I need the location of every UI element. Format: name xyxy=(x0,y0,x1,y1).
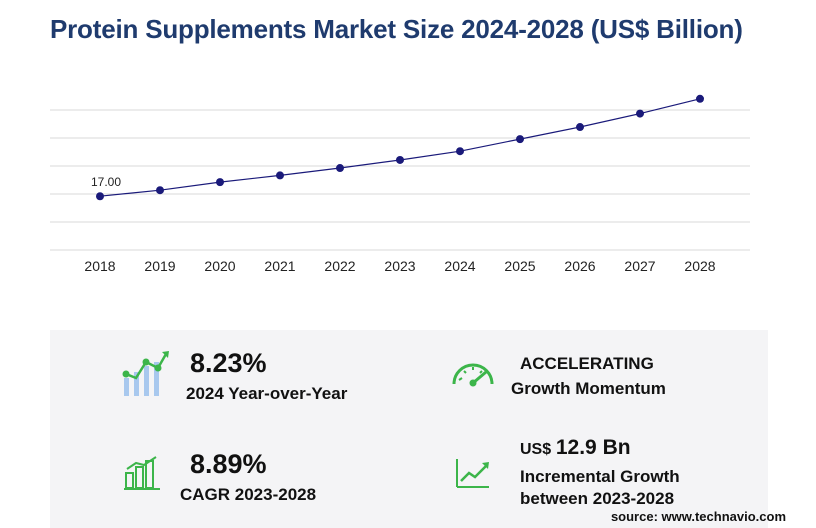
data-point xyxy=(156,186,164,195)
data-point xyxy=(96,192,104,201)
trend-up-icon xyxy=(456,459,489,488)
x-tick-label: 2020 xyxy=(204,258,235,274)
cagr-value: 8.89% xyxy=(190,449,267,479)
x-tick-label: 2026 xyxy=(564,258,595,274)
x-tick-label: 2022 xyxy=(324,258,355,274)
chart-title: Protein Supplements Market Size 2024-202… xyxy=(50,14,743,44)
x-axis-ticks: 2018 2019 2020 2021 2022 2023 2024 2025 2026 2027… xyxy=(84,258,715,274)
x-tick-label: 2027 xyxy=(624,258,655,274)
x-tick-label: 2025 xyxy=(504,258,535,274)
incremental-amount: 12.9 Bn xyxy=(555,436,631,459)
line-chart: 2018 2019 2020 2021 2022 2023 2024 2025 2026 2027… xyxy=(50,94,750,274)
data-points xyxy=(96,94,704,201)
data-point xyxy=(336,164,344,173)
incremental-value: US$ 12.9 Bn xyxy=(520,436,631,460)
data-point xyxy=(576,123,584,132)
series-line xyxy=(99,98,701,197)
data-point xyxy=(396,155,404,164)
momentum-label: Growth Momentum xyxy=(511,379,666,398)
data-labels: 17.00 xyxy=(91,175,121,189)
data-label: 17.00 xyxy=(91,175,121,189)
x-tick-label: 2021 xyxy=(264,258,295,274)
incremental-label-line1: Incremental Growth xyxy=(520,467,680,486)
momentum-status: ACCELERATING xyxy=(520,354,654,373)
growth-bars-icon xyxy=(122,351,169,396)
metrics-panel xyxy=(50,330,768,528)
yoy-label: 2024 Year-over-Year xyxy=(186,384,348,403)
x-tick-label: 2023 xyxy=(384,258,415,274)
data-point xyxy=(276,171,284,180)
cagr-label: CAGR 2023-2028 xyxy=(180,485,317,504)
x-tick-label: 2018 xyxy=(84,258,115,274)
x-tick-label: 2019 xyxy=(144,258,175,274)
x-tick-label: 2028 xyxy=(684,258,715,274)
incremental-label-line2: between 2023-2028 xyxy=(520,489,675,508)
data-point xyxy=(636,109,644,118)
data-point xyxy=(216,178,224,187)
yoy-value: 8.23% xyxy=(190,348,267,378)
x-tick-label: 2024 xyxy=(444,258,475,274)
bar-chart-icon xyxy=(124,456,160,490)
data-point xyxy=(696,94,704,103)
currency-label: US$ xyxy=(520,441,552,458)
data-point xyxy=(516,135,524,144)
data-point xyxy=(456,147,464,156)
source-note: source: www.technavio.com xyxy=(610,509,786,524)
chart-grid xyxy=(50,109,750,251)
speedometer-icon xyxy=(452,363,494,387)
